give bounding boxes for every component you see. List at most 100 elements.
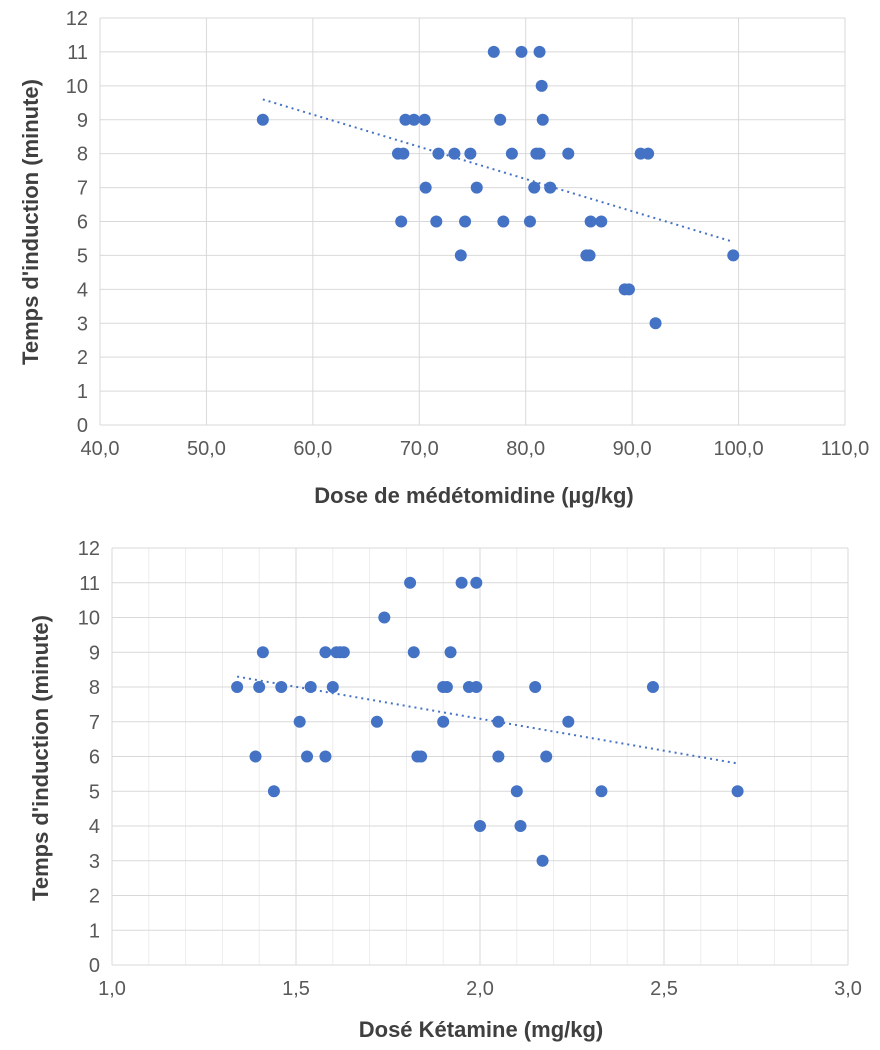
x-tick-label: 1,5 bbox=[282, 978, 310, 1000]
data-point bbox=[407, 113, 420, 126]
data-point bbox=[249, 750, 262, 763]
y-tick-label: 1 bbox=[77, 381, 88, 403]
data-point bbox=[432, 147, 445, 160]
y-tick-label: 7 bbox=[77, 178, 88, 200]
x-tick-label: 2,5 bbox=[650, 978, 678, 1000]
data-point bbox=[595, 215, 608, 228]
data-point bbox=[267, 785, 280, 798]
data-point bbox=[622, 283, 635, 296]
y-tick-label: 9 bbox=[77, 110, 88, 132]
data-point bbox=[399, 113, 412, 126]
data-point bbox=[474, 820, 486, 832]
data-point bbox=[415, 750, 428, 763]
data-point bbox=[535, 79, 548, 92]
y-tick-label: 12 bbox=[78, 538, 100, 560]
data-point bbox=[404, 576, 417, 589]
y-tick-label: 4 bbox=[77, 279, 88, 301]
x-tick-label: 110,0 bbox=[821, 438, 870, 460]
gridlines bbox=[111, 547, 849, 966]
x-tick-label: 60,0 bbox=[293, 438, 332, 460]
medetomidine-scatter-chart: Temps d'induction (minute) Dose de médét… bbox=[18, 8, 869, 508]
data-point bbox=[562, 147, 575, 160]
trendline bbox=[236, 675, 738, 765]
y-tick-label: 3 bbox=[89, 851, 100, 873]
data-point bbox=[464, 147, 477, 160]
x-tick-label: 40,0 bbox=[81, 438, 120, 460]
y-tick-label: 5 bbox=[77, 245, 88, 267]
gridlines bbox=[99, 17, 846, 426]
data-point bbox=[540, 750, 553, 763]
y-tick-label: 3 bbox=[77, 313, 88, 335]
data-point bbox=[470, 576, 483, 589]
x-tick-label: 50,0 bbox=[187, 438, 226, 460]
data-point bbox=[494, 113, 507, 126]
data-point bbox=[293, 715, 306, 728]
data-point bbox=[430, 215, 443, 228]
y-tick-label: 6 bbox=[77, 212, 88, 234]
y-axis-title: Temps d'induction (minute) bbox=[18, 79, 43, 365]
data-point bbox=[337, 646, 350, 659]
y-tick-label: 6 bbox=[89, 747, 100, 769]
data-point bbox=[319, 750, 332, 763]
data-point bbox=[470, 181, 483, 194]
y-axis-title: Temps d'induction (minute) bbox=[28, 615, 53, 901]
x-tick-label: 70,0 bbox=[400, 438, 439, 460]
y-tick-label: 11 bbox=[67, 42, 88, 64]
data-point bbox=[301, 750, 314, 763]
data-point bbox=[437, 715, 450, 728]
data-point bbox=[536, 854, 549, 867]
data-point bbox=[448, 147, 461, 160]
data-point bbox=[459, 215, 472, 228]
x-axis-title: Dosé Kétamine (mg/kg) bbox=[359, 1017, 604, 1042]
y-tick-label: 7 bbox=[89, 712, 100, 734]
y-tick-label: 2 bbox=[77, 347, 88, 369]
y-tick-label: 11 bbox=[79, 573, 100, 595]
data-point bbox=[397, 147, 410, 160]
data-point bbox=[529, 681, 542, 693]
y-tick-label: 8 bbox=[77, 144, 88, 166]
y-tick-label: 10 bbox=[66, 76, 88, 98]
data-point bbox=[395, 215, 408, 228]
data-point bbox=[419, 181, 432, 194]
data-point bbox=[370, 715, 383, 728]
data-point bbox=[407, 646, 420, 659]
y-tick-label: 8 bbox=[89, 677, 100, 699]
data-point bbox=[418, 113, 431, 126]
data-point bbox=[642, 147, 655, 160]
data-point bbox=[544, 181, 557, 194]
data-point bbox=[444, 646, 457, 659]
x-tick-label: 100,0 bbox=[714, 438, 764, 460]
data-point bbox=[646, 681, 659, 693]
trendline bbox=[262, 98, 734, 243]
data-point bbox=[505, 147, 518, 160]
data-point bbox=[536, 113, 549, 126]
y-tick-label: 4 bbox=[89, 816, 100, 838]
data-point bbox=[497, 215, 510, 228]
data-point bbox=[378, 611, 391, 624]
data-point bbox=[514, 820, 527, 832]
data-point bbox=[304, 681, 317, 693]
y-tick-label: 0 bbox=[89, 955, 100, 977]
data-point bbox=[454, 249, 467, 262]
data-point bbox=[231, 681, 244, 693]
data-point bbox=[492, 715, 505, 728]
data-point bbox=[510, 785, 523, 798]
ketamine-scatter-chart: Temps d'induction (minute) Dosé Kétamine… bbox=[28, 538, 862, 1042]
y-tick-label: 12 bbox=[66, 8, 88, 30]
data-point bbox=[731, 785, 744, 798]
data-point bbox=[583, 249, 596, 262]
data-point bbox=[533, 45, 546, 58]
x-tick-label: 3,0 bbox=[834, 978, 862, 1000]
y-tick-label: 1 bbox=[89, 920, 100, 942]
data-point bbox=[440, 681, 453, 693]
data-point bbox=[515, 45, 528, 58]
data-point bbox=[523, 215, 536, 228]
y-tick-label: 9 bbox=[89, 642, 100, 664]
y-tick-label: 5 bbox=[89, 781, 100, 803]
data-point bbox=[649, 317, 662, 330]
data-point bbox=[253, 681, 266, 693]
x-tick-label: 1,0 bbox=[98, 978, 126, 1000]
x-axis-title: Dose de médétomidine (µg/kg) bbox=[314, 483, 634, 508]
data-point bbox=[528, 181, 541, 194]
